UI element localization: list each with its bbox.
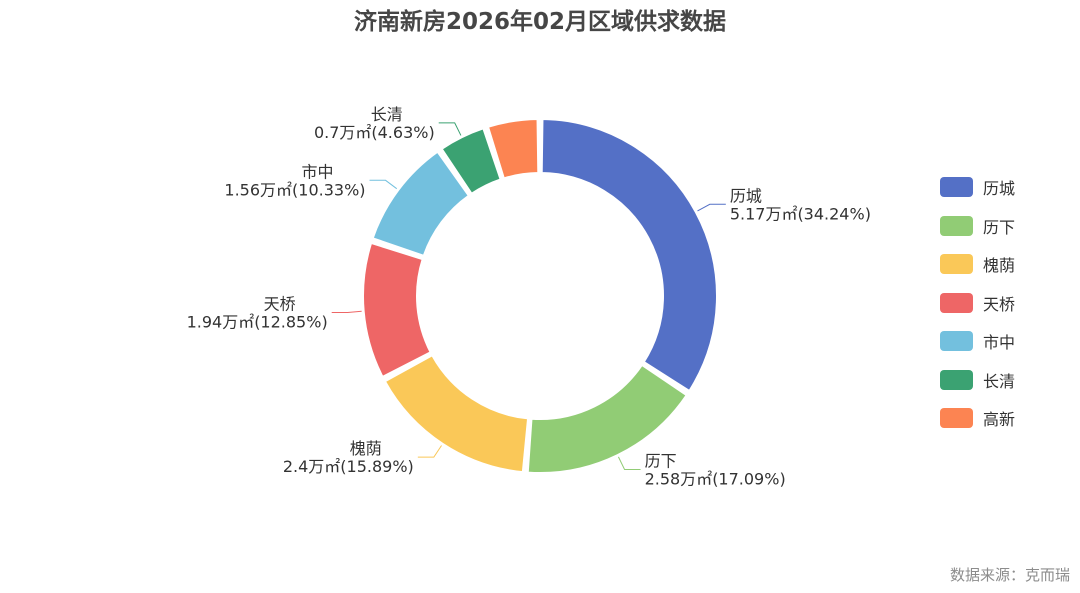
slice-label-name-长清: 长清 (371, 105, 403, 124)
leader-line-天桥 (331, 310, 362, 313)
legend-swatch (940, 408, 973, 429)
slice-label-长清: 长清 0.7万㎡(4.63%) (314, 105, 435, 142)
slice-label-value-槐荫: 2.4万㎡(15.89%) (283, 457, 414, 476)
leader-line-历下 (617, 456, 641, 470)
leader-line-长清 (438, 122, 462, 136)
slice-长清[interactable] (440, 127, 502, 195)
slice-label-value-市中: 1.56万㎡(10.33%) (224, 180, 365, 199)
slice-label-槐荫: 槐荫 2.4万㎡(15.89%) (283, 439, 414, 476)
slice-高新[interactable] (487, 118, 540, 180)
leader-line-市中 (369, 179, 398, 190)
leader-lines-group (331, 122, 726, 470)
slice-市中[interactable] (371, 150, 470, 257)
legend-label: 天桥 (983, 294, 1016, 314)
legend: 历城历下槐荫天桥市中长清高新 (940, 168, 1015, 438)
slice-label-name-槐荫: 槐荫 (350, 439, 382, 458)
legend-label: 高新 (983, 410, 1016, 430)
slice-槐荫[interactable] (383, 354, 530, 474)
legend-label: 长清 (983, 371, 1016, 391)
legend-item-高新[interactable]: 高新 (940, 399, 1015, 438)
slice-label-value-长清: 0.7万㎡(4.63%) (314, 123, 435, 142)
legend-swatch (940, 215, 973, 236)
slice-label-name-市中: 市中 (302, 162, 334, 181)
legend-label: 槐荫 (983, 256, 1016, 276)
chart-title: 济南新房2026年02月区域供求数据 (353, 9, 727, 35)
legend-item-历下[interactable]: 历下 (940, 207, 1015, 246)
legend-item-历城[interactable]: 历城 (940, 168, 1015, 207)
slice-label-历城: 历城 5.17万㎡(34.24%) (730, 186, 871, 223)
slice-label-历下: 历下 2.58万㎡(17.09%) (645, 451, 786, 488)
legend-label: 历下 (983, 217, 1016, 237)
labels-group: 历城 5.17万㎡(34.24%) 历下 2.58万㎡(17.09%) 槐荫 2.4万㎡(… (187, 105, 871, 489)
legend-swatch (940, 369, 973, 390)
legend-swatch (940, 292, 973, 313)
slice-天桥[interactable] (362, 241, 432, 378)
leader-line-历城 (697, 203, 726, 212)
legend-swatch (940, 331, 973, 352)
legend-swatch (940, 254, 973, 275)
slice-label-市中: 市中 1.56万㎡(10.33%) (224, 162, 365, 199)
slice-label-value-天桥: 1.94万㎡(12.85%) (187, 312, 328, 331)
slice-label-name-历城: 历城 (730, 186, 762, 205)
slice-label-name-历下: 历下 (645, 451, 677, 470)
slice-历城[interactable] (540, 118, 718, 392)
slice-label-天桥: 天桥 1.94万㎡(12.85%) (187, 294, 328, 331)
leader-line-槐荫 (417, 445, 442, 458)
legend-label: 市中 (983, 333, 1016, 353)
legend-label: 历城 (983, 179, 1016, 199)
slices-group (362, 118, 718, 474)
data-source: 数据来源：克而瑞 (949, 566, 1070, 584)
legend-item-长清[interactable]: 长清 (940, 361, 1015, 400)
slice-label-value-历城: 5.17万㎡(34.24%) (730, 204, 871, 223)
slice-label-name-天桥: 天桥 (264, 294, 296, 313)
slice-label-value-历下: 2.58万㎡(17.09%) (645, 469, 786, 488)
legend-item-市中[interactable]: 市中 (940, 322, 1015, 361)
legend-swatch (940, 177, 973, 198)
legend-item-槐荫[interactable]: 槐荫 (940, 245, 1015, 284)
slice-历下[interactable] (526, 363, 688, 474)
legend-item-天桥[interactable]: 天桥 (940, 284, 1015, 323)
